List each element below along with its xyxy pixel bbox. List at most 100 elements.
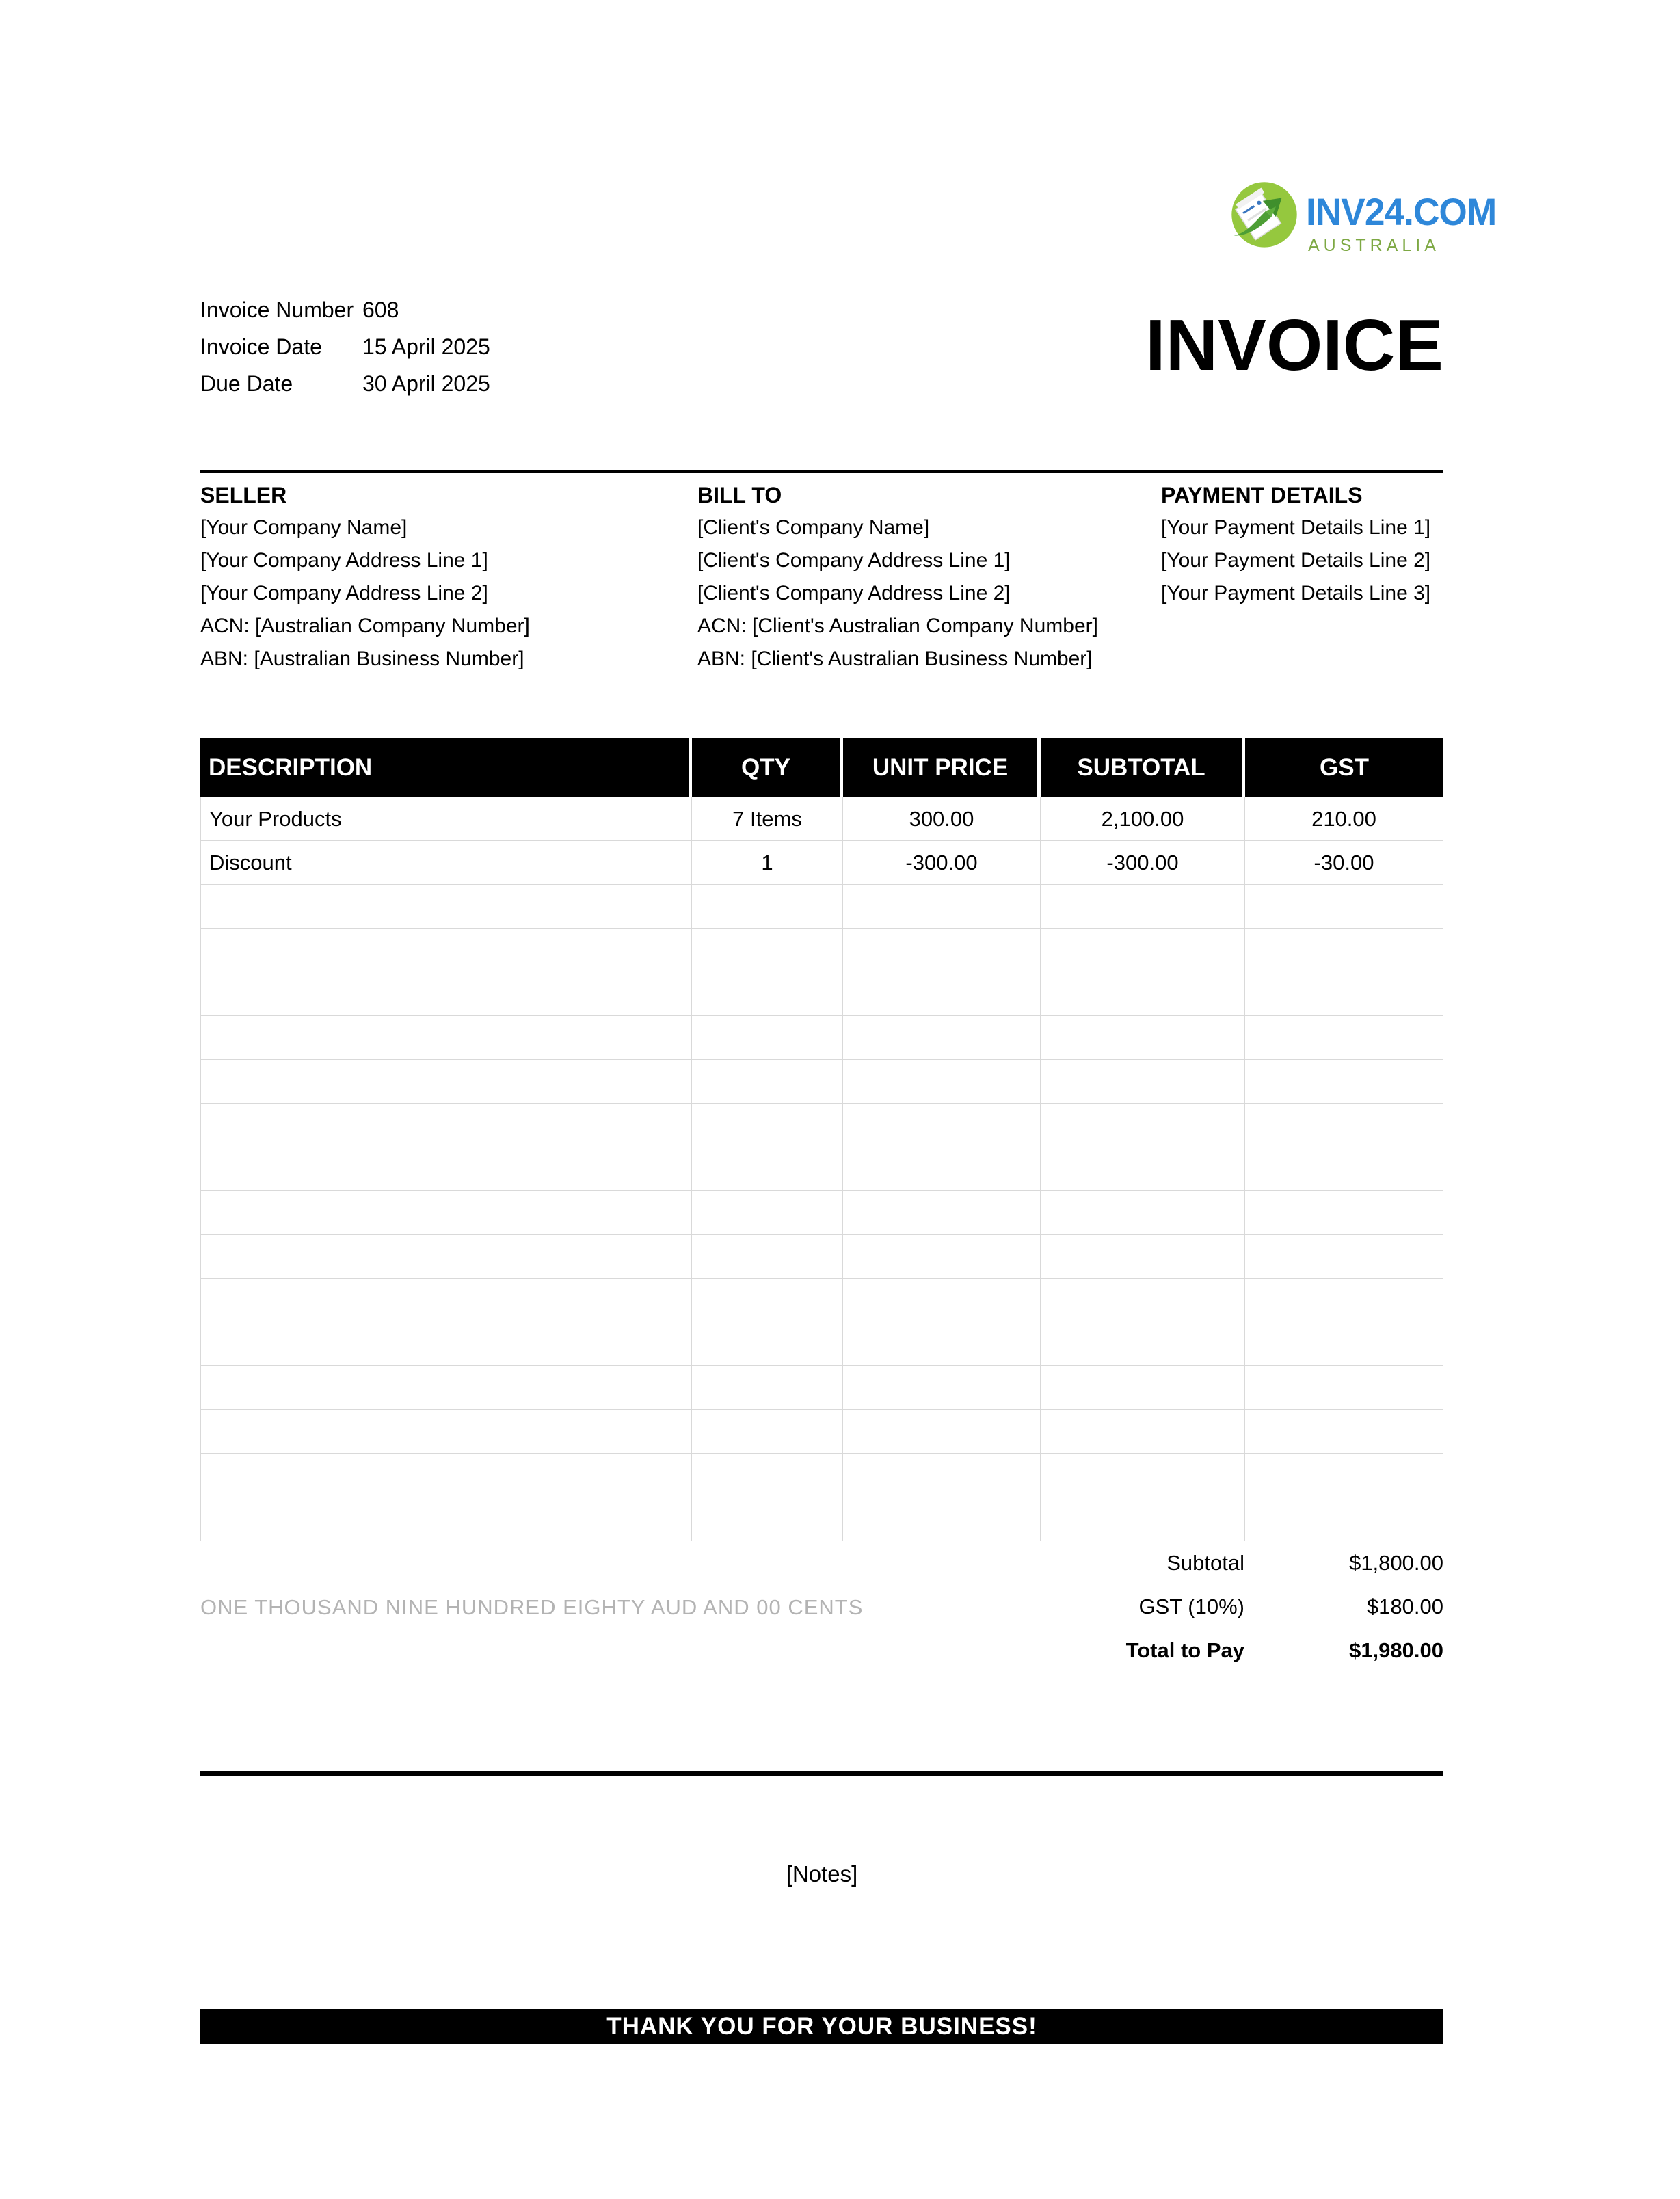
item-value-cell: 7 Items	[692, 797, 843, 841]
item-value-cell	[692, 1191, 843, 1235]
item-value-cell	[692, 1410, 843, 1454]
item-value-cell	[1041, 1235, 1245, 1279]
item-value-cell	[843, 1016, 1041, 1060]
item-value-cell	[1041, 929, 1245, 972]
client-company-name: [Client's Company Name]	[697, 516, 930, 539]
item-value-cell	[692, 1454, 843, 1497]
total-to-pay-value: $1,980.00	[1349, 1638, 1443, 1662]
item-value-cell: -30.00	[1245, 841, 1443, 885]
item-description-cell	[201, 1235, 692, 1279]
item-value-cell	[1041, 1454, 1245, 1497]
column-header-description: DESCRIPTION	[200, 738, 689, 797]
item-value-cell	[1041, 1016, 1245, 1060]
item-value-cell	[1041, 1366, 1245, 1410]
item-value-cell	[1245, 1454, 1443, 1497]
due-date-label: Due Date	[200, 371, 293, 396]
item-description-cell	[201, 1366, 692, 1410]
payment-details-line-2: [Your Payment Details Line 2]	[1161, 549, 1431, 572]
item-value-cell	[1041, 1147, 1245, 1191]
column-header-unit-price: UNIT PRICE	[843, 738, 1037, 797]
gst-label: GST (10%)	[1138, 1595, 1244, 1618]
item-value-cell	[843, 929, 1041, 972]
subtotal-value: $1,800.00	[1349, 1551, 1443, 1575]
due-date-row: Due Date 30 April 2025	[200, 365, 490, 402]
item-value-cell	[843, 1410, 1041, 1454]
item-value-cell	[843, 972, 1041, 1016]
item-value-cell	[692, 1366, 843, 1410]
payment-details-line-1: [Your Payment Details Line 1]	[1161, 516, 1431, 539]
item-value-cell	[1041, 972, 1245, 1016]
item-value-cell	[843, 1060, 1041, 1104]
header-divider-line	[200, 470, 1443, 473]
item-value-cell	[1245, 1147, 1443, 1191]
item-value-cell	[692, 885, 843, 929]
subtotal-row: Subtotal $1,800.00	[200, 1541, 1443, 1585]
item-description-cell: Discount	[201, 841, 692, 885]
item-value-cell: -300.00	[1041, 841, 1245, 885]
item-value-cell	[1041, 1060, 1245, 1104]
gst-row: GST (10%) $180.00	[200, 1585, 1443, 1629]
item-description-cell: Your Products	[201, 797, 692, 841]
invoice-date-value: 15 April 2025	[362, 334, 490, 359]
payment-details-heading: PAYMENT DETAILS	[1161, 482, 1363, 507]
item-value-cell: 1	[692, 841, 843, 885]
item-value-cell	[692, 1104, 843, 1147]
item-value-cell	[1245, 1497, 1443, 1541]
logo: INV24.COM AUSTRALIA	[1228, 179, 1506, 256]
invoice-date-label: Invoice Date	[200, 334, 322, 359]
item-description-cell	[201, 972, 692, 1016]
item-value-cell	[692, 1279, 843, 1322]
line-items-body: Your Products 7 Items 300.00 2,100.00 210.00…	[200, 797, 1443, 1541]
seller-heading: SELLER	[200, 482, 287, 507]
item-value-cell	[1245, 1410, 1443, 1454]
item-value-cell	[692, 1147, 843, 1191]
item-description-cell	[201, 1191, 692, 1235]
item-value-cell	[692, 1322, 843, 1366]
item-value-cell	[1245, 885, 1443, 929]
item-value-cell	[843, 1191, 1041, 1235]
item-description-cell	[201, 1016, 692, 1060]
invoice-number-label: Invoice Number	[200, 297, 354, 322]
item-value-cell	[843, 885, 1041, 929]
item-value-cell	[843, 1279, 1041, 1322]
item-value-cell	[1245, 1366, 1443, 1410]
item-description-cell	[201, 1104, 692, 1147]
invoice-meta: Invoice Number 608 Invoice Date 15 April…	[200, 291, 490, 402]
item-value-cell	[692, 972, 843, 1016]
seller-address-line-2: [Your Company Address Line 2]	[200, 582, 488, 604]
page-title: INVOICE	[1145, 305, 1443, 386]
bill-to-heading: BILL TO	[697, 482, 782, 507]
item-value-cell: -300.00	[843, 841, 1041, 885]
seller-company-name: [Your Company Name]	[200, 516, 408, 539]
gst-value: $180.00	[1366, 1595, 1443, 1618]
item-value-cell	[692, 1235, 843, 1279]
item-value-cell	[692, 1497, 843, 1541]
item-value-cell: 2,100.00	[1041, 797, 1245, 841]
item-value-cell	[692, 929, 843, 972]
item-value-cell	[843, 1454, 1041, 1497]
item-value-cell	[692, 1016, 843, 1060]
item-description-cell	[201, 1279, 692, 1322]
item-value-cell	[692, 1060, 843, 1104]
item-value-cell	[1041, 1104, 1245, 1147]
item-value-cell	[1245, 1279, 1443, 1322]
logo-region: AUSTRALIA	[1308, 236, 1440, 255]
item-description-cell	[201, 1322, 692, 1366]
invoice-number-row: Invoice Number 608	[200, 291, 490, 328]
item-value-cell	[843, 1322, 1041, 1366]
payment-details-line-3: [Your Payment Details Line 3]	[1161, 582, 1431, 604]
item-value-cell	[1041, 1497, 1245, 1541]
item-value-cell	[843, 1497, 1041, 1541]
item-value-cell	[1041, 1279, 1245, 1322]
item-value-cell	[1245, 1060, 1443, 1104]
notes-divider-line	[200, 1771, 1443, 1776]
item-description-cell	[201, 1410, 692, 1454]
logo-text: INV24.COM AUSTRALIA	[1306, 179, 1506, 256]
item-value-cell	[1041, 885, 1245, 929]
item-description-cell	[201, 1497, 692, 1541]
subtotal-label: Subtotal	[1166, 1551, 1244, 1575]
line-items-header: DESCRIPTION QTY UNIT PRICE SUBTOTAL GST	[200, 738, 1443, 797]
item-value-cell	[1245, 1322, 1443, 1366]
logo-brand: INV24.COM	[1306, 190, 1497, 233]
seller-acn: ACN: [Australian Company Number]	[200, 615, 530, 637]
